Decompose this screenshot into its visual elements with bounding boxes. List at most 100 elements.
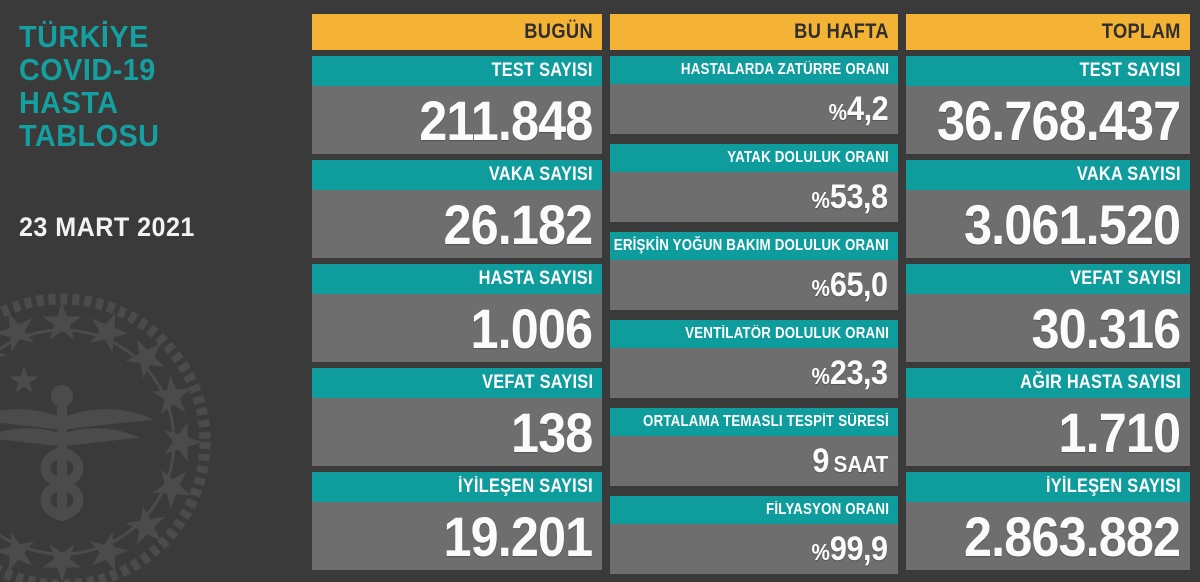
title-panel: TÜRKİYE COVID-19 HASTA TABLOSU 23 MART 2…	[0, 0, 310, 582]
stat-label: VEFAT SAYISI	[906, 264, 1190, 294]
stat-label: İYİLEŞEN SAYISI	[906, 472, 1190, 502]
stat-row: AĞIR HASTA SAYISI 1.710	[906, 368, 1190, 466]
stat-row: VEFAT SAYISI 30.316	[906, 264, 1190, 362]
stat-number: 23,3	[830, 353, 888, 392]
stat-number: 65,0	[830, 265, 888, 304]
stat-label-text: TEST SAYISI	[491, 60, 593, 81]
column-header-total: TOPLAM	[906, 14, 1190, 50]
stat-row: İYİLEŞEN SAYISI 2.863.882	[906, 472, 1190, 570]
stat-label: İYİLEŞEN SAYISI	[312, 472, 602, 502]
stat-label-text: YATAK DOLULUK ORANI	[727, 149, 889, 166]
stat-label-text: HASTA SAYISI	[478, 268, 593, 289]
stat-value-text: 1.710	[1058, 400, 1181, 464]
column-header-today-label: BUGÜN	[524, 20, 593, 43]
stat-number: 9	[812, 441, 829, 480]
stat-value: 36.768.437	[906, 86, 1190, 154]
stat-value: 3.061.520	[906, 190, 1190, 258]
stat-row: VEFAT SAYISI 138	[312, 368, 602, 466]
stat-value: 1.006	[312, 294, 602, 362]
column-header-week-label: BU HAFTA	[794, 20, 889, 43]
stat-label: ERİŞKİN YOĞUN BAKIM DOLULUK ORANI	[610, 232, 898, 260]
stat-value-text: 36.768.437	[936, 88, 1181, 152]
column-week: BU HAFTA HASTALARDA ZATÜRRE ORANI %4,2 Y…	[610, 0, 898, 582]
title-line-2: COVID-19	[19, 52, 156, 87]
stat-row: YATAK DOLULUK ORANI %53,8	[610, 144, 898, 222]
stat-value: 9 SAAT	[610, 436, 898, 486]
stat-value-text: %23,3	[811, 353, 889, 393]
stat-value: %99,9	[610, 524, 898, 574]
report-date: 23 MART 2021	[19, 212, 195, 242]
stat-label: TEST SAYISI	[906, 56, 1190, 86]
stat-value: %4,2	[610, 84, 898, 134]
stat-value: 19.201	[312, 502, 602, 570]
stat-number: 4,2	[846, 89, 889, 128]
stat-value: 211.848	[312, 86, 602, 154]
stat-row: TEST SAYISI 36.768.437	[906, 56, 1190, 154]
column-today: BUGÜN TEST SAYISI 211.848 VAKA SAYISI 26…	[312, 0, 602, 582]
stat-label-text: VEFAT SAYISI	[481, 372, 593, 393]
stat-label-text: HASTALARDA ZATÜRRE ORANI	[680, 61, 889, 78]
stat-label-text: ERİŞKİN YOĞUN BAKIM DOLULUK ORANI	[614, 237, 889, 254]
stat-value-text: 2.863.882	[963, 504, 1181, 568]
title-line-1: TÜRKİYE	[19, 19, 149, 54]
stat-row: ERİŞKİN YOĞUN BAKIM DOLULUK ORANI %65,0	[610, 232, 898, 310]
stat-label-text: TEST SAYISI	[1079, 60, 1181, 81]
stat-label: VAKA SAYISI	[312, 160, 602, 190]
stat-row: VAKA SAYISI 3.061.520	[906, 160, 1190, 258]
stat-row: ORTALAMA TEMASLI TESPİT SÜRESİ 9 SAAT	[610, 408, 898, 486]
stat-value: 30.316	[906, 294, 1190, 362]
stat-label: YATAK DOLULUK ORANI	[610, 144, 898, 172]
stat-value-text: %99,9	[811, 529, 889, 569]
percent-sign: %	[811, 538, 831, 565]
stat-value-text: %4,2	[828, 90, 888, 129]
stat-unit: SAAT	[833, 450, 888, 477]
stat-row: TEST SAYISI 211.848	[312, 56, 602, 154]
column-header-total-label: TOPLAM	[1102, 20, 1181, 43]
stat-label: AĞIR HASTA SAYISI	[906, 368, 1190, 398]
column-header-week: BU HAFTA	[610, 14, 898, 50]
stat-label-text: VENTİLATÖR DOLULUK ORANI	[685, 325, 889, 342]
stat-value: %23,3	[610, 348, 898, 398]
stat-label: HASTA SAYISI	[312, 264, 602, 294]
column-total: TOPLAM TEST SAYISI 36.768.437 VAKA SAYIS…	[906, 0, 1190, 582]
percent-sign: %	[811, 274, 831, 301]
stat-value-text: 26.182	[443, 192, 593, 256]
stat-value-text: %65,0	[811, 265, 889, 305]
stat-number: 53,8	[830, 177, 888, 216]
stat-number: 99,9	[830, 529, 888, 568]
stat-value: 2.863.882	[906, 502, 1190, 570]
stat-value-text: 9 SAAT	[812, 442, 888, 481]
stat-value: %53,8	[610, 172, 898, 222]
stat-value-text: 138	[510, 400, 593, 464]
stat-value-text: 19.201	[443, 504, 593, 568]
stat-value-text: 1.006	[470, 296, 593, 360]
stat-label: ORTALAMA TEMASLI TESPİT SÜRESİ	[610, 408, 898, 436]
stat-label-text: VAKA SAYISI	[489, 164, 593, 185]
stat-value-text: 30.316	[1031, 296, 1181, 360]
stat-label: VAKA SAYISI	[906, 160, 1190, 190]
stat-label-text: FİLYASYON ORANI	[765, 501, 889, 518]
stat-label: TEST SAYISI	[312, 56, 602, 86]
title-line-4: TABLOSU	[19, 118, 160, 153]
stat-row: VENTİLATÖR DOLULUK ORANI %23,3	[610, 320, 898, 398]
stat-row: FİLYASYON ORANI %99,9	[610, 496, 898, 574]
stat-label-text: AĞIR HASTA SAYISI	[1020, 372, 1181, 393]
stat-label: VENTİLATÖR DOLULUK ORANI	[610, 320, 898, 348]
stat-value: 26.182	[312, 190, 602, 258]
stat-row: İYİLEŞEN SAYISI 19.201	[312, 472, 602, 570]
stat-label: FİLYASYON ORANI	[610, 496, 898, 524]
stat-label-text: VAKA SAYISI	[1077, 164, 1181, 185]
stat-label: HASTALARDA ZATÜRRE ORANI	[610, 56, 898, 84]
stat-value-text: 3.061.520	[963, 192, 1181, 256]
column-header-today: BUGÜN	[312, 14, 602, 50]
stat-value-text: %53,8	[811, 177, 889, 217]
turkish-ministry-of-health-emblem-icon	[0, 292, 212, 582]
stat-row: HASTALARDA ZATÜRRE ORANI %4,2	[610, 56, 898, 134]
percent-sign: %	[811, 362, 831, 389]
stat-label-text: İYİLEŞEN SAYISI	[458, 476, 593, 497]
stat-label-text: İYİLEŞEN SAYISI	[1046, 476, 1181, 497]
percent-sign: %	[828, 98, 847, 125]
percent-sign: %	[811, 186, 831, 213]
stat-label-text: VEFAT SAYISI	[1069, 268, 1181, 289]
